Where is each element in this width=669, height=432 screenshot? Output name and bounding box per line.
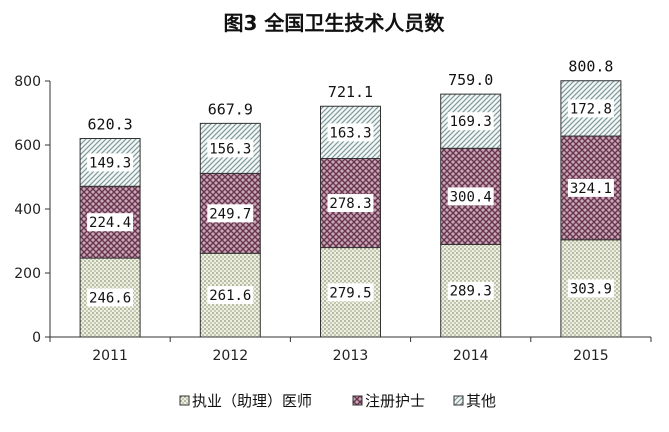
y-tick-label: 600 — [14, 138, 41, 154]
data-label-background — [87, 288, 134, 307]
data-label: 163.3 — [329, 125, 371, 141]
data-label: 169.3 — [450, 114, 492, 130]
data-label-background — [447, 187, 494, 206]
data-label-background — [447, 281, 494, 300]
data-label-background — [87, 213, 134, 232]
data-label-background — [447, 112, 494, 131]
data-label-background — [207, 204, 254, 223]
data-label: 172.8 — [570, 101, 612, 117]
data-label: 246.6 — [89, 291, 131, 307]
total-label: 800.8 — [568, 58, 613, 76]
axes: 0 200 400 600 800 2011 2012 2013 2014 2015 — [14, 74, 652, 364]
data-label-background — [87, 153, 134, 172]
data-label: 289.3 — [450, 284, 492, 300]
y-tick-label: 400 — [14, 202, 41, 218]
data-label: 278.3 — [329, 196, 371, 212]
x-tick-label: 2011 — [92, 348, 128, 364]
data-label-background — [567, 279, 614, 298]
total-label: 759.0 — [448, 71, 493, 89]
data-label: 156.3 — [209, 141, 251, 157]
data-label-background — [567, 99, 614, 118]
legend-swatch — [453, 395, 464, 406]
data-label: 324.1 — [570, 181, 612, 197]
data-label-background — [327, 123, 374, 142]
data-label: 249.7 — [209, 206, 251, 222]
data-label: 300.4 — [450, 189, 492, 205]
total-label: 620.3 — [88, 116, 133, 134]
data-label-background — [567, 178, 614, 197]
data-label-background — [327, 194, 374, 213]
data-label: 224.4 — [89, 215, 131, 231]
y-tick-label: 0 — [32, 330, 41, 346]
total-label: 667.9 — [208, 100, 253, 118]
legend-label: 注册护士 — [365, 392, 425, 410]
y-tick-label: 800 — [14, 74, 41, 90]
legend-label: 其他 — [466, 392, 496, 410]
data-label: 149.3 — [89, 155, 131, 171]
y-tick-label: 200 — [14, 266, 41, 282]
data-label-background — [207, 139, 254, 158]
chart-title: 图3 全国卫生技术人员数 — [224, 11, 446, 35]
data-label: 279.5 — [329, 285, 371, 301]
data-label: 261.6 — [209, 288, 251, 304]
x-tick-label: 2015 — [573, 348, 609, 364]
x-tick-label: 2013 — [333, 348, 369, 364]
x-tick-label: 2014 — [453, 348, 489, 364]
data-label-background — [207, 286, 254, 305]
legend: 执业（助理）医师 注册护士 其他 — [179, 392, 496, 410]
legend-swatch — [352, 395, 363, 406]
legend-label: 执业（助理）医师 — [192, 392, 312, 410]
data-label: 303.9 — [570, 281, 612, 297]
data-labels: 246.6 224.4 149.3 620.3 261.6 249.7 156.3 667.9… — [87, 58, 614, 307]
x-tick-label: 2012 — [212, 348, 248, 364]
total-label: 721.1 — [328, 83, 373, 101]
legend-swatch — [179, 395, 190, 406]
data-label-background — [327, 283, 374, 302]
